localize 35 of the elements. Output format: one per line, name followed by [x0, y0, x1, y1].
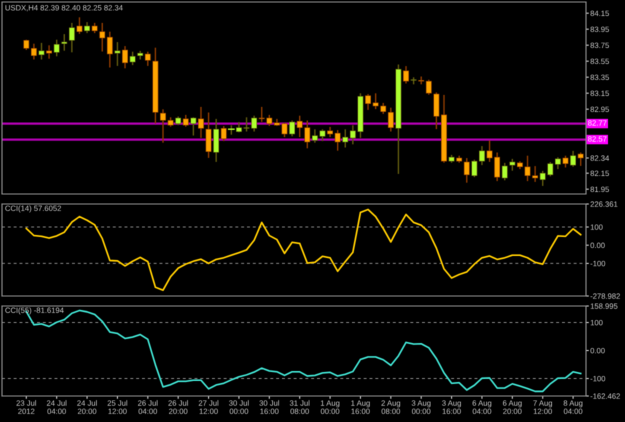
candlestick: [182, 114, 189, 127]
candlestick: [342, 129, 348, 148]
candlestick: [68, 22, 75, 52]
candlestick: [54, 40, 60, 56]
candlestick: [213, 118, 220, 162]
candlestick: [122, 46, 128, 68]
candlestick: [502, 162, 508, 180]
candlestick: [46, 45, 52, 59]
candlestick: [206, 112, 212, 158]
candlestick: [190, 117, 196, 136]
candlestick: [220, 126, 227, 142]
candlestick: [418, 76, 424, 84]
candlestick: [578, 152, 584, 166]
candlestick: [426, 80, 432, 95]
candlestick: [114, 42, 120, 66]
candlestick: [403, 66, 409, 84]
candlestick: [562, 156, 568, 168]
candlestick: [540, 170, 546, 186]
candlestick: [304, 120, 310, 148]
candlestick: [38, 42, 44, 60]
candlestick: [198, 106, 204, 138]
candlestick: [464, 158, 470, 183]
candlestick: [76, 17, 82, 34]
candlestick: [84, 22, 90, 34]
candlestick: [130, 52, 136, 66]
candlestick: [388, 108, 394, 132]
candlestick: [144, 52, 151, 66]
candlestick: [106, 32, 113, 68]
candlestick: [99, 22, 106, 52]
candlestick: [61, 34, 68, 51]
candlestick: [258, 106, 265, 122]
candlestick: [570, 150, 576, 167]
candlestick: [509, 158, 516, 171]
candlestick: [296, 116, 303, 138]
candlestick: [289, 120, 296, 136]
